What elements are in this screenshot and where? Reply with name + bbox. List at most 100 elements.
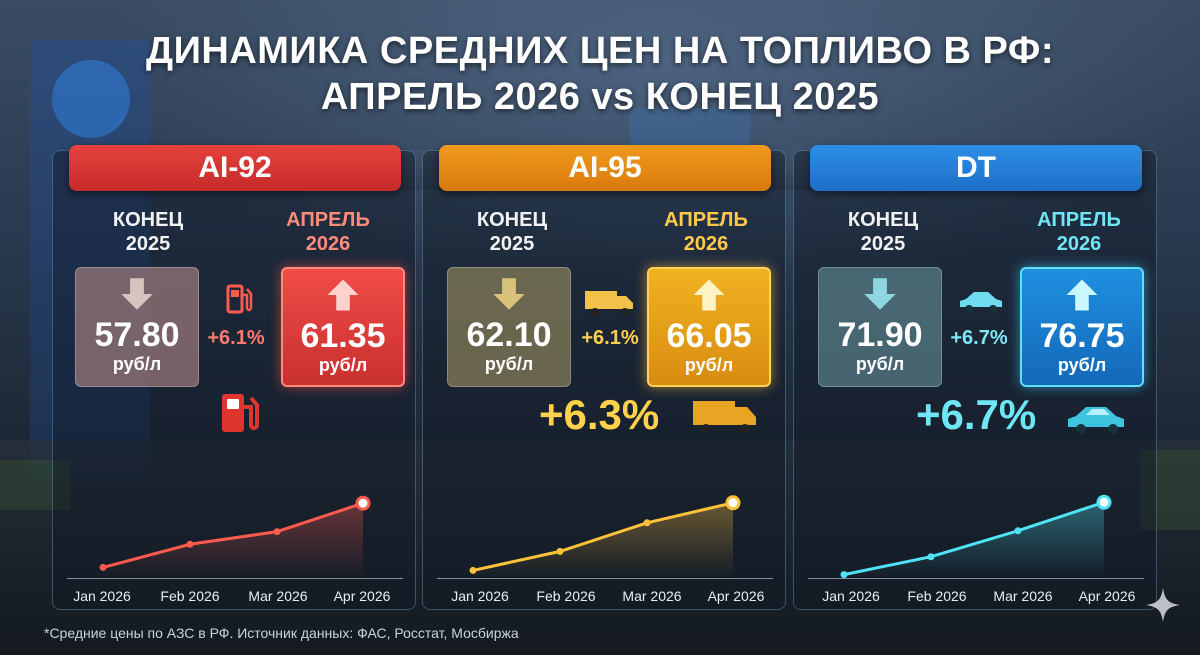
price-unit: руб/л <box>1057 355 1107 375</box>
x-axis <box>437 578 773 579</box>
truck-icon <box>585 291 633 316</box>
arrow-up-icon <box>1066 279 1098 311</box>
sparkle-icon <box>1146 588 1180 622</box>
new-price-value: 76.75 <box>1039 317 1125 355</box>
data-point <box>186 540 194 548</box>
data-point <box>840 571 848 579</box>
x-tick: Jan 2026 <box>822 588 880 604</box>
old-period-label: КОНЕЦ 2025 <box>437 208 587 256</box>
series-line <box>472 501 734 572</box>
new-price-box: 61.35 руб/л <box>281 267 405 387</box>
x-tick: Feb 2026 <box>160 588 220 604</box>
panel-header-dt: DT <box>810 145 1142 191</box>
series-line <box>843 500 1105 577</box>
data-point <box>1014 527 1022 535</box>
new-price-value: 66.05 <box>666 317 752 355</box>
truck-icon <box>693 401 756 434</box>
x-tick: Jan 2026 <box>73 588 131 604</box>
new-period-label: АПРЕЛЬ 2026 <box>631 208 781 256</box>
title-line-2: АПРЕЛЬ 2026 vs КОНЕЦ 2025 <box>320 76 880 118</box>
station-logo <box>52 60 130 138</box>
price-unit: руб/л <box>318 355 368 375</box>
panel-ai92: AI-92 КОНЕЦ 2025 АПРЕЛЬ 2026 57.80 руб/л… <box>52 145 416 610</box>
data-point <box>927 553 935 561</box>
x-tick: Apr 2026 <box>333 588 391 604</box>
old-period-label: КОНЕЦ 2025 <box>73 208 223 256</box>
old-label-line1: КОНЕЦ <box>476 209 548 231</box>
x-tick: Mar 2026 <box>993 588 1053 604</box>
price-unit: руб/л <box>112 354 162 374</box>
arrow-up-icon <box>693 279 725 311</box>
new-label-line1: АПРЕЛЬ <box>286 209 370 231</box>
series-area <box>103 503 363 578</box>
new-price-box: 76.75 руб/л <box>1020 267 1144 387</box>
data-point <box>469 566 477 574</box>
old-label-line1: КОНЕЦ <box>847 209 919 231</box>
new-label-line2: 2026 <box>1056 233 1102 255</box>
car-icon <box>1068 407 1124 434</box>
old-price-value: 62.10 <box>466 316 552 354</box>
arrow-down-icon <box>493 278 525 310</box>
change-percent: +6.7% <box>950 327 1008 349</box>
new-label-line2: 2026 <box>305 233 351 255</box>
old-price-box: 62.10 руб/л <box>447 267 571 387</box>
panel-dt: DT КОНЕЦ 2025 АПРЕЛЬ 2026 71.90 руб/л +6… <box>793 145 1157 610</box>
source-footnote: *Средние цены по АЗС в РФ. Источник данн… <box>44 625 519 641</box>
x-tick: Feb 2026 <box>536 588 596 604</box>
arrow-down-icon <box>864 278 896 310</box>
new-price-box: 66.05 руб/л <box>647 267 771 387</box>
new-price-value: 61.35 <box>300 317 386 355</box>
series-area <box>844 502 1104 578</box>
new-label-line1: АПРЕЛЬ <box>664 209 748 231</box>
ai92-line-chart <box>99 495 371 578</box>
old-price-box: 71.90 руб/л <box>818 267 942 387</box>
new-period-label: АПРЕЛЬ 2026 <box>1004 208 1154 256</box>
change-percent: +6.1% <box>207 327 265 349</box>
new-label-line2: 2026 <box>683 233 729 255</box>
x-tick: Apr 2026 <box>707 588 765 604</box>
data-point <box>556 547 564 555</box>
price-unit: руб/л <box>684 355 734 375</box>
title-line-1: ДИНАМИКА СРЕДНИХ ЦЕН НА ТОПЛИВО В РФ: <box>146 30 1054 72</box>
x-tick: Jan 2026 <box>451 588 509 604</box>
data-point <box>355 495 371 511</box>
panel-header-ai92: AI-92 <box>69 145 401 191</box>
data-point <box>273 528 281 536</box>
total-change-percent: +6.7% <box>916 391 1037 438</box>
total-change-percent: +6.3% <box>539 391 660 438</box>
series-area <box>473 502 733 578</box>
fuel-pump-icon <box>222 394 259 432</box>
x-axis <box>808 578 1144 579</box>
arrow-down-icon <box>121 278 153 310</box>
x-tick: Mar 2026 <box>248 588 308 604</box>
x-tick: Apr 2026 <box>1078 588 1136 604</box>
x-tick: Mar 2026 <box>622 588 682 604</box>
dt-line-chart <box>840 494 1112 579</box>
old-label-line2: 2025 <box>860 233 906 255</box>
old-label-line2: 2025 <box>125 233 171 255</box>
x-axis <box>67 578 403 579</box>
old-label-line1: КОНЕЦ <box>112 209 184 231</box>
new-period-label: АПРЕЛЬ 2026 <box>253 208 403 256</box>
data-point <box>643 519 651 527</box>
old-label-line2: 2025 <box>489 233 535 255</box>
price-unit: руб/л <box>484 354 534 374</box>
panel-header-ai95: AI-95 <box>439 145 771 191</box>
arrow-up-icon <box>327 279 359 311</box>
page-title: ДИНАМИКА СРЕДНИХ ЦЕН НА ТОПЛИВО В РФ: АП… <box>0 28 1200 120</box>
data-point <box>1096 494 1112 510</box>
ai95-line-chart <box>469 495 741 578</box>
price-unit: руб/л <box>855 354 905 374</box>
new-label-line1: АПРЕЛЬ <box>1037 209 1121 231</box>
old-price-value: 57.80 <box>94 316 180 354</box>
fuel-pump-icon <box>226 284 253 314</box>
old-period-label: КОНЕЦ 2025 <box>808 208 958 256</box>
old-price-box: 57.80 руб/л <box>75 267 199 387</box>
car-icon <box>960 292 1002 313</box>
data-point <box>99 563 107 571</box>
data-point <box>725 495 741 511</box>
panel-ai95: AI-95 КОНЕЦ 2025 АПРЕЛЬ 2026 62.10 руб/л… <box>422 145 786 610</box>
x-tick: Feb 2026 <box>907 588 967 604</box>
change-percent: +6.1% <box>581 327 639 349</box>
series-line <box>102 501 364 569</box>
